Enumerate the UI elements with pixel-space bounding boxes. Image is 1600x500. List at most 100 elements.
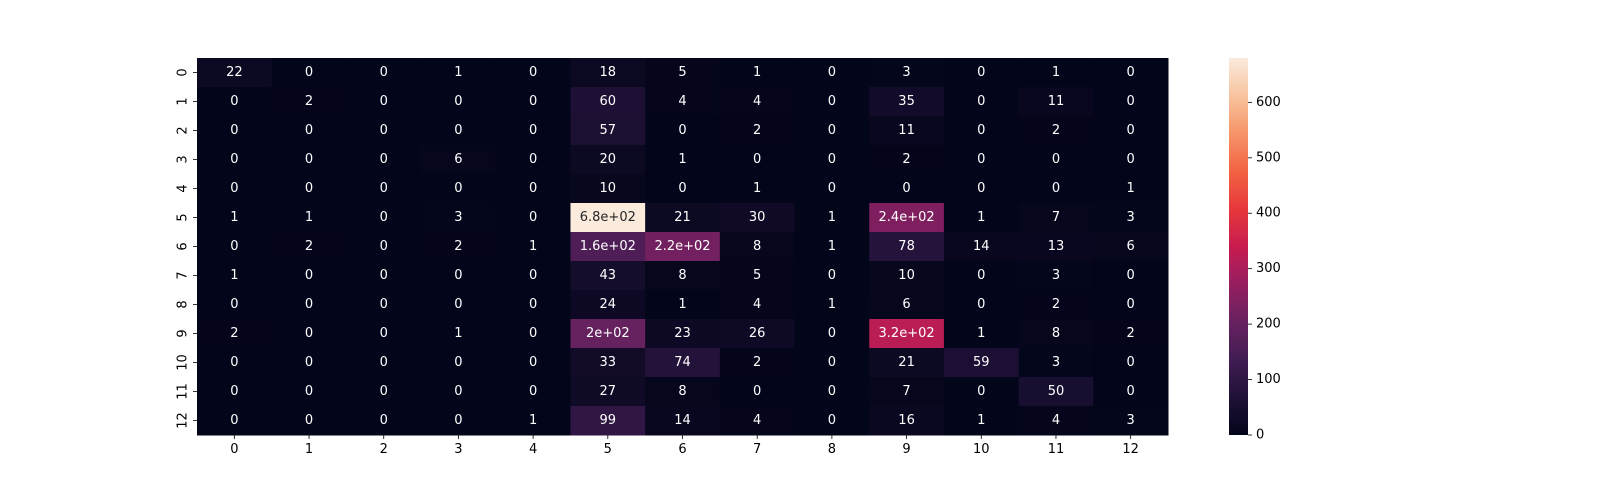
cell-label-3-6: 1	[678, 152, 686, 167]
heatmap-cell-5-6	[645, 203, 721, 233]
heatmap-cell-10-7	[719, 348, 796, 378]
cell-label-0-8: 0	[828, 65, 836, 80]
heatmap-cell-11-6	[645, 377, 721, 407]
y-tick-label-10: 10	[176, 354, 191, 371]
cell-label-9-9: 3.2e+02	[879, 326, 935, 341]
cell-label-5-8: 1	[828, 210, 836, 225]
cell-label-9-11: 8	[1052, 326, 1060, 341]
heatmap-cell-9-3	[421, 319, 497, 349]
heatmap-cell-7-8	[794, 261, 870, 291]
heatmap-cell-10-8	[794, 348, 870, 378]
cell-label-7-0: 1	[230, 268, 238, 283]
heatmap-cell-8-1	[271, 290, 347, 320]
cell-label-11-3: 0	[454, 384, 462, 399]
cell-label-7-3: 0	[454, 268, 462, 283]
cell-label-6-12: 6	[1127, 239, 1135, 254]
cell-label-11-6: 8	[678, 384, 686, 399]
cell-label-12-1: 0	[305, 413, 313, 428]
cell-label-11-11: 50	[1048, 384, 1065, 399]
cell-label-6-6: 2.2e+02	[654, 239, 710, 254]
y-tick-label-7: 7	[176, 271, 191, 279]
cell-label-5-9: 2.4e+02	[879, 210, 935, 225]
colorbar-tick-label-0: 0	[1256, 428, 1264, 443]
cell-label-7-8: 0	[828, 268, 836, 283]
cell-label-6-5: 1.6e+02	[580, 239, 636, 254]
cell-label-6-7: 8	[753, 239, 761, 254]
cell-label-9-3: 1	[454, 326, 462, 341]
cell-label-5-11: 7	[1052, 210, 1060, 225]
heatmap-cell-3-0	[197, 145, 273, 175]
cell-label-12-9: 16	[898, 413, 915, 428]
cell-label-3-4: 0	[529, 152, 537, 167]
y-tick-label-12: 12	[176, 412, 191, 429]
cell-label-12-5: 99	[600, 413, 617, 428]
cell-label-12-4: 1	[529, 413, 537, 428]
heatmap-cell-9-11	[1018, 319, 1094, 349]
cell-label-7-9: 10	[898, 268, 915, 283]
cell-label-3-12: 0	[1127, 152, 1135, 167]
cell-label-10-2: 0	[380, 355, 388, 370]
heatmap-cell-11-2	[346, 377, 422, 407]
cell-label-1-10: 0	[977, 94, 985, 109]
heatmap-cell-6-10	[943, 232, 1020, 262]
cell-label-6-4: 1	[529, 239, 537, 254]
cell-label-5-4: 0	[529, 210, 537, 225]
heatmap-cell-9-5	[570, 319, 646, 349]
cell-label-4-7: 1	[753, 181, 761, 196]
cell-label-1-5: 60	[600, 94, 617, 109]
cell-label-11-12: 0	[1127, 384, 1135, 399]
heatmap-cell-0-12	[1093, 58, 1169, 88]
heatmap-cell-4-5	[570, 174, 646, 204]
cell-label-8-8: 1	[828, 297, 836, 312]
cell-label-1-6: 4	[678, 94, 686, 109]
cell-label-10-7: 2	[753, 355, 761, 370]
cell-label-3-3: 6	[454, 152, 462, 167]
cell-label-8-2: 0	[380, 297, 388, 312]
cell-label-7-12: 0	[1127, 268, 1135, 283]
cell-label-11-2: 0	[380, 384, 388, 399]
cell-label-11-7: 0	[753, 384, 761, 399]
heatmap-cell-2-5	[570, 116, 646, 146]
heatmap-cell-9-8	[794, 319, 870, 349]
cell-label-6-10: 14	[973, 239, 990, 254]
cell-label-1-7: 4	[753, 94, 761, 109]
y-tick-label-5: 5	[176, 213, 191, 221]
heatmap-cell-4-9	[869, 174, 945, 204]
heatmap-cell-10-12	[1093, 348, 1169, 378]
cell-label-2-6: 0	[678, 123, 686, 138]
colorbar-gradient	[1229, 58, 1248, 435]
heatmap-cell-12-3	[421, 406, 497, 436]
heatmap-cell-0-8	[794, 58, 870, 88]
heatmap-cell-9-0	[197, 319, 273, 349]
cell-label-1-0: 0	[230, 94, 238, 109]
y-tick-label-8: 8	[176, 300, 191, 308]
heatmap-cell-4-12	[1093, 174, 1169, 204]
heatmap-cell-8-2	[346, 290, 422, 320]
heatmap-cell-8-7	[719, 290, 796, 320]
heatmap-cell-8-3	[421, 290, 497, 320]
heatmap-cell-10-11	[1018, 348, 1094, 378]
heatmap-cell-2-3	[421, 116, 497, 146]
x-axis: 0 1 2 3 4 5 6 7 8 9 10 11 12	[230, 435, 1139, 457]
cell-label-4-12: 1	[1127, 181, 1135, 196]
heatmap-cell-11-0	[197, 377, 273, 407]
cell-label-11-10: 0	[977, 384, 985, 399]
cell-label-11-0: 0	[230, 384, 238, 399]
cell-label-6-9: 78	[898, 239, 915, 254]
heatmap-cell-6-2	[346, 232, 422, 262]
cell-label-5-6: 21	[674, 210, 691, 225]
cell-label-6-11: 13	[1048, 239, 1065, 254]
heatmap-cell-2-10	[943, 116, 1020, 146]
heatmap-cell-7-7	[719, 261, 796, 291]
heatmap-cell-12-5	[570, 406, 646, 436]
cell-label-12-3: 0	[454, 413, 462, 428]
heatmap-cell-7-0	[197, 261, 273, 291]
heatmap-cell-9-10	[943, 319, 1020, 349]
cell-label-0-6: 5	[678, 65, 686, 80]
heatmap-cell-5-9	[869, 203, 945, 233]
cell-label-0-0: 22	[226, 65, 243, 80]
heatmap-cell-1-11	[1018, 87, 1094, 117]
heatmap-cell-7-4	[495, 261, 571, 291]
heatmap-cell-1-0	[197, 87, 273, 117]
